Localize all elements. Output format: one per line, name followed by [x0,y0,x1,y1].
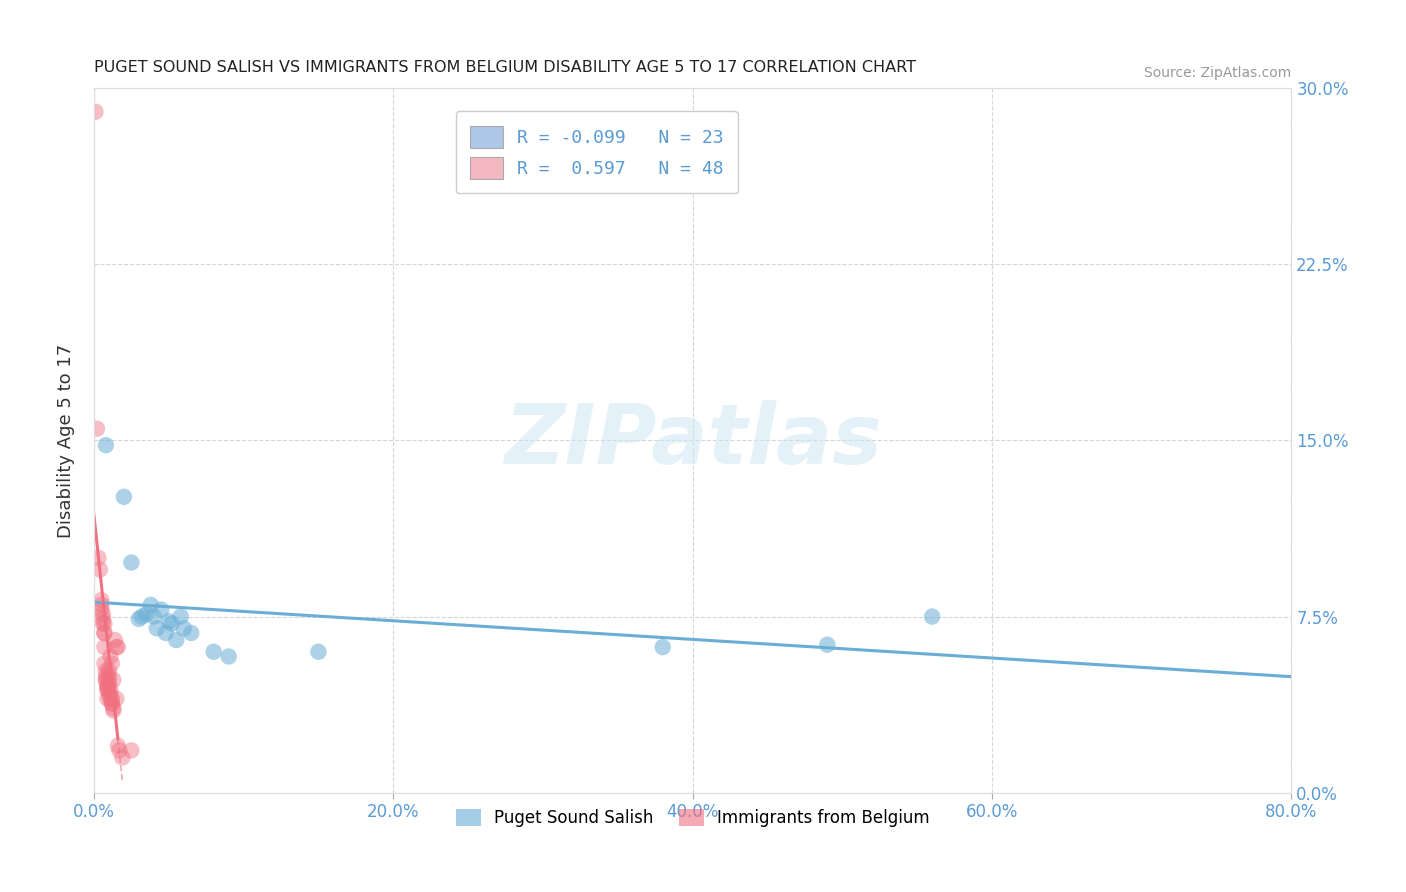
Point [94,438,117,452]
Legend: Puget Sound Salish, Immigrants from Belgium: Puget Sound Salish, Immigrants from Belg… [449,802,936,834]
Point [108,743,131,757]
Point [100,682,122,697]
Point [94,668,117,682]
Point [921,609,943,624]
Point [120,556,142,570]
Point [97,668,120,682]
Point [101,697,124,711]
Point [97,673,120,687]
Point [107,739,129,753]
Point [84,104,107,119]
Point [218,649,240,664]
Point [307,645,329,659]
Point [100,691,122,706]
Point [93,657,115,671]
Point [96,682,118,697]
Point [93,626,115,640]
Point [135,607,157,622]
Point [165,633,187,648]
Point [157,614,180,628]
Point [97,678,120,692]
Point [101,657,124,671]
Point [131,609,153,624]
Point [104,633,127,648]
Point [93,626,115,640]
Point [815,638,838,652]
Point [146,621,169,635]
Point [150,602,173,616]
Point [100,687,122,701]
Point [93,640,115,654]
Text: ZIPatlas: ZIPatlas [503,400,882,481]
Point [170,609,193,624]
Point [160,616,183,631]
Point [112,490,135,504]
Point [97,664,120,678]
Point [111,750,134,764]
Point [128,612,150,626]
Point [90,598,112,612]
Point [103,703,125,717]
Point [91,607,114,622]
Point [96,691,118,706]
Text: Source: ZipAtlas.com: Source: ZipAtlas.com [1144,66,1291,79]
Point [202,645,225,659]
Point [96,680,118,694]
Point [180,626,202,640]
Point [100,649,122,664]
Point [142,609,165,624]
Point [96,678,118,692]
Text: PUGET SOUND SALISH VS IMMIGRANTS FROM BELGIUM DISABILITY AGE 5 TO 17 CORRELATION: PUGET SOUND SALISH VS IMMIGRANTS FROM BE… [94,60,915,75]
Point [90,593,112,607]
Point [94,664,117,678]
Point [94,673,117,687]
Point [103,701,125,715]
Point [155,626,177,640]
Point [91,612,114,626]
Point [90,602,112,616]
Point [651,640,673,654]
Point [96,682,118,697]
Point [94,673,117,687]
Point [120,743,142,757]
Point [89,563,111,577]
Point [173,621,195,635]
Point [105,691,128,706]
Point [97,687,120,701]
Point [101,697,124,711]
Point [139,598,162,612]
Point [107,640,129,654]
Point [103,673,125,687]
Point [91,616,114,631]
Point [105,640,128,654]
Point [93,616,115,631]
Point [101,691,124,706]
Y-axis label: Disability Age 5 to 17: Disability Age 5 to 17 [58,343,75,538]
Point [87,550,110,565]
Point [86,422,108,436]
